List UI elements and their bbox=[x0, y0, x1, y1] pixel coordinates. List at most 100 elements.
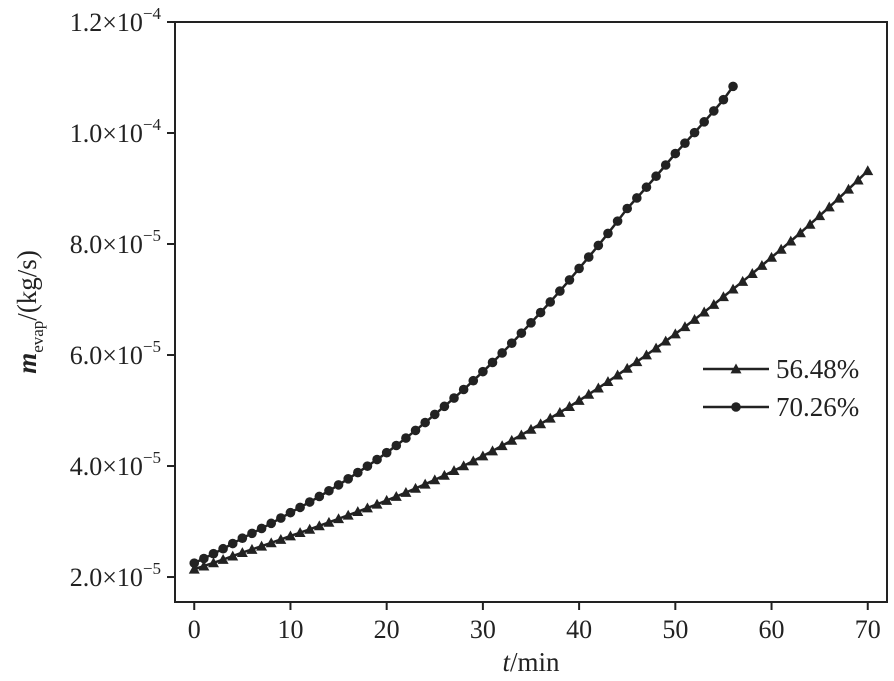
legend-label: 70.26% bbox=[776, 392, 859, 422]
data-point bbox=[660, 335, 672, 346]
data-point bbox=[353, 467, 363, 478]
data-point bbox=[718, 94, 729, 105]
plot-frame bbox=[174, 21, 888, 603]
y-tick-label: 1.0×10−4 bbox=[70, 115, 162, 148]
data-point bbox=[785, 235, 797, 246]
data-point bbox=[400, 486, 412, 497]
data-point bbox=[573, 395, 585, 405]
data-point bbox=[266, 518, 277, 529]
data-point bbox=[217, 554, 229, 564]
data-point bbox=[295, 502, 305, 513]
data-point bbox=[458, 384, 469, 395]
data-point bbox=[391, 440, 402, 451]
data-point bbox=[592, 382, 604, 393]
data-point bbox=[632, 193, 642, 203]
legend-item-1: 56.48% bbox=[703, 354, 859, 384]
y-tick-label: 6.0×10−5 bbox=[70, 337, 161, 370]
legend-label: 56.48% bbox=[776, 354, 859, 384]
data-point bbox=[361, 502, 373, 513]
data-point bbox=[410, 482, 422, 493]
data-point bbox=[227, 538, 238, 549]
data-point bbox=[448, 465, 460, 476]
data-point bbox=[477, 450, 489, 461]
y-tick-label: 4.0×10−5 bbox=[70, 448, 161, 481]
data-point bbox=[516, 328, 527, 338]
x-tick-label: 50 bbox=[662, 615, 688, 644]
legend-marker bbox=[731, 402, 741, 412]
data-point bbox=[746, 268, 758, 278]
data-point bbox=[198, 560, 210, 571]
data-point bbox=[515, 429, 527, 440]
data-point bbox=[640, 349, 652, 360]
legend-item-2: 70.26% bbox=[703, 392, 859, 422]
data-point bbox=[342, 509, 354, 520]
data-point bbox=[218, 543, 228, 554]
data-point bbox=[314, 491, 325, 502]
data-point bbox=[256, 523, 267, 534]
data-point bbox=[381, 494, 393, 505]
data-point bbox=[555, 286, 565, 296]
data-point bbox=[862, 165, 874, 176]
data-point bbox=[208, 548, 219, 559]
data-point bbox=[468, 375, 479, 386]
data-point bbox=[276, 513, 286, 523]
data-point bbox=[727, 283, 739, 294]
data-point bbox=[843, 183, 855, 194]
data-point bbox=[478, 366, 488, 377]
data-point bbox=[804, 218, 816, 229]
data-point bbox=[343, 474, 353, 484]
data-point bbox=[256, 540, 268, 551]
axis-labels: t/min mevap/(kg/s) bbox=[12, 250, 560, 677]
data-point bbox=[207, 557, 219, 568]
y-tick-label: 8.0×10−5 bbox=[70, 226, 161, 259]
data-point bbox=[246, 543, 258, 554]
plot-area bbox=[174, 21, 888, 603]
data-point bbox=[372, 454, 382, 465]
data-point bbox=[612, 216, 623, 226]
data-point bbox=[324, 485, 334, 496]
data-point bbox=[564, 275, 575, 285]
series-1 bbox=[188, 165, 874, 574]
data-point bbox=[583, 252, 594, 262]
data-point bbox=[593, 240, 604, 251]
data-point bbox=[506, 434, 518, 445]
data-point bbox=[333, 480, 344, 490]
data-point bbox=[333, 513, 345, 524]
data-point bbox=[737, 275, 749, 286]
axes-layer: 0 10 20 30 40 50 60 70 2.0×10−5 4.0×10−5 6.0×10−5 8… bbox=[70, 4, 881, 644]
data-point bbox=[352, 506, 364, 517]
data-point bbox=[526, 318, 536, 328]
data-point bbox=[622, 203, 633, 214]
data-point bbox=[574, 263, 584, 274]
data-point bbox=[188, 563, 200, 574]
data-point bbox=[670, 148, 681, 159]
data-point bbox=[728, 81, 738, 92]
data-point bbox=[544, 412, 556, 423]
data-point bbox=[651, 171, 661, 182]
y-axis-label: mevap/(kg/s) bbox=[12, 250, 47, 374]
data-point bbox=[823, 201, 835, 212]
data-point bbox=[199, 553, 209, 564]
data-point bbox=[709, 106, 719, 116]
data-point bbox=[535, 418, 547, 429]
data-point bbox=[603, 228, 613, 239]
legend: 56.48% 70.26% bbox=[703, 354, 859, 422]
data-point bbox=[236, 547, 248, 558]
data-point bbox=[429, 409, 440, 420]
data-point bbox=[487, 445, 499, 456]
legend-marker bbox=[730, 363, 742, 374]
data-point bbox=[313, 520, 325, 531]
data-point bbox=[410, 425, 421, 436]
x-tick-label: 30 bbox=[470, 615, 496, 644]
data-point bbox=[420, 417, 430, 428]
data-point bbox=[794, 227, 806, 238]
data-point bbox=[708, 298, 720, 309]
series-2 bbox=[189, 81, 738, 568]
data-point bbox=[766, 251, 778, 262]
data-point bbox=[775, 243, 787, 254]
data-point bbox=[323, 516, 335, 527]
data-point bbox=[401, 433, 411, 443]
data-point bbox=[467, 455, 479, 466]
series-line bbox=[193, 85, 735, 565]
data-point bbox=[641, 182, 652, 193]
